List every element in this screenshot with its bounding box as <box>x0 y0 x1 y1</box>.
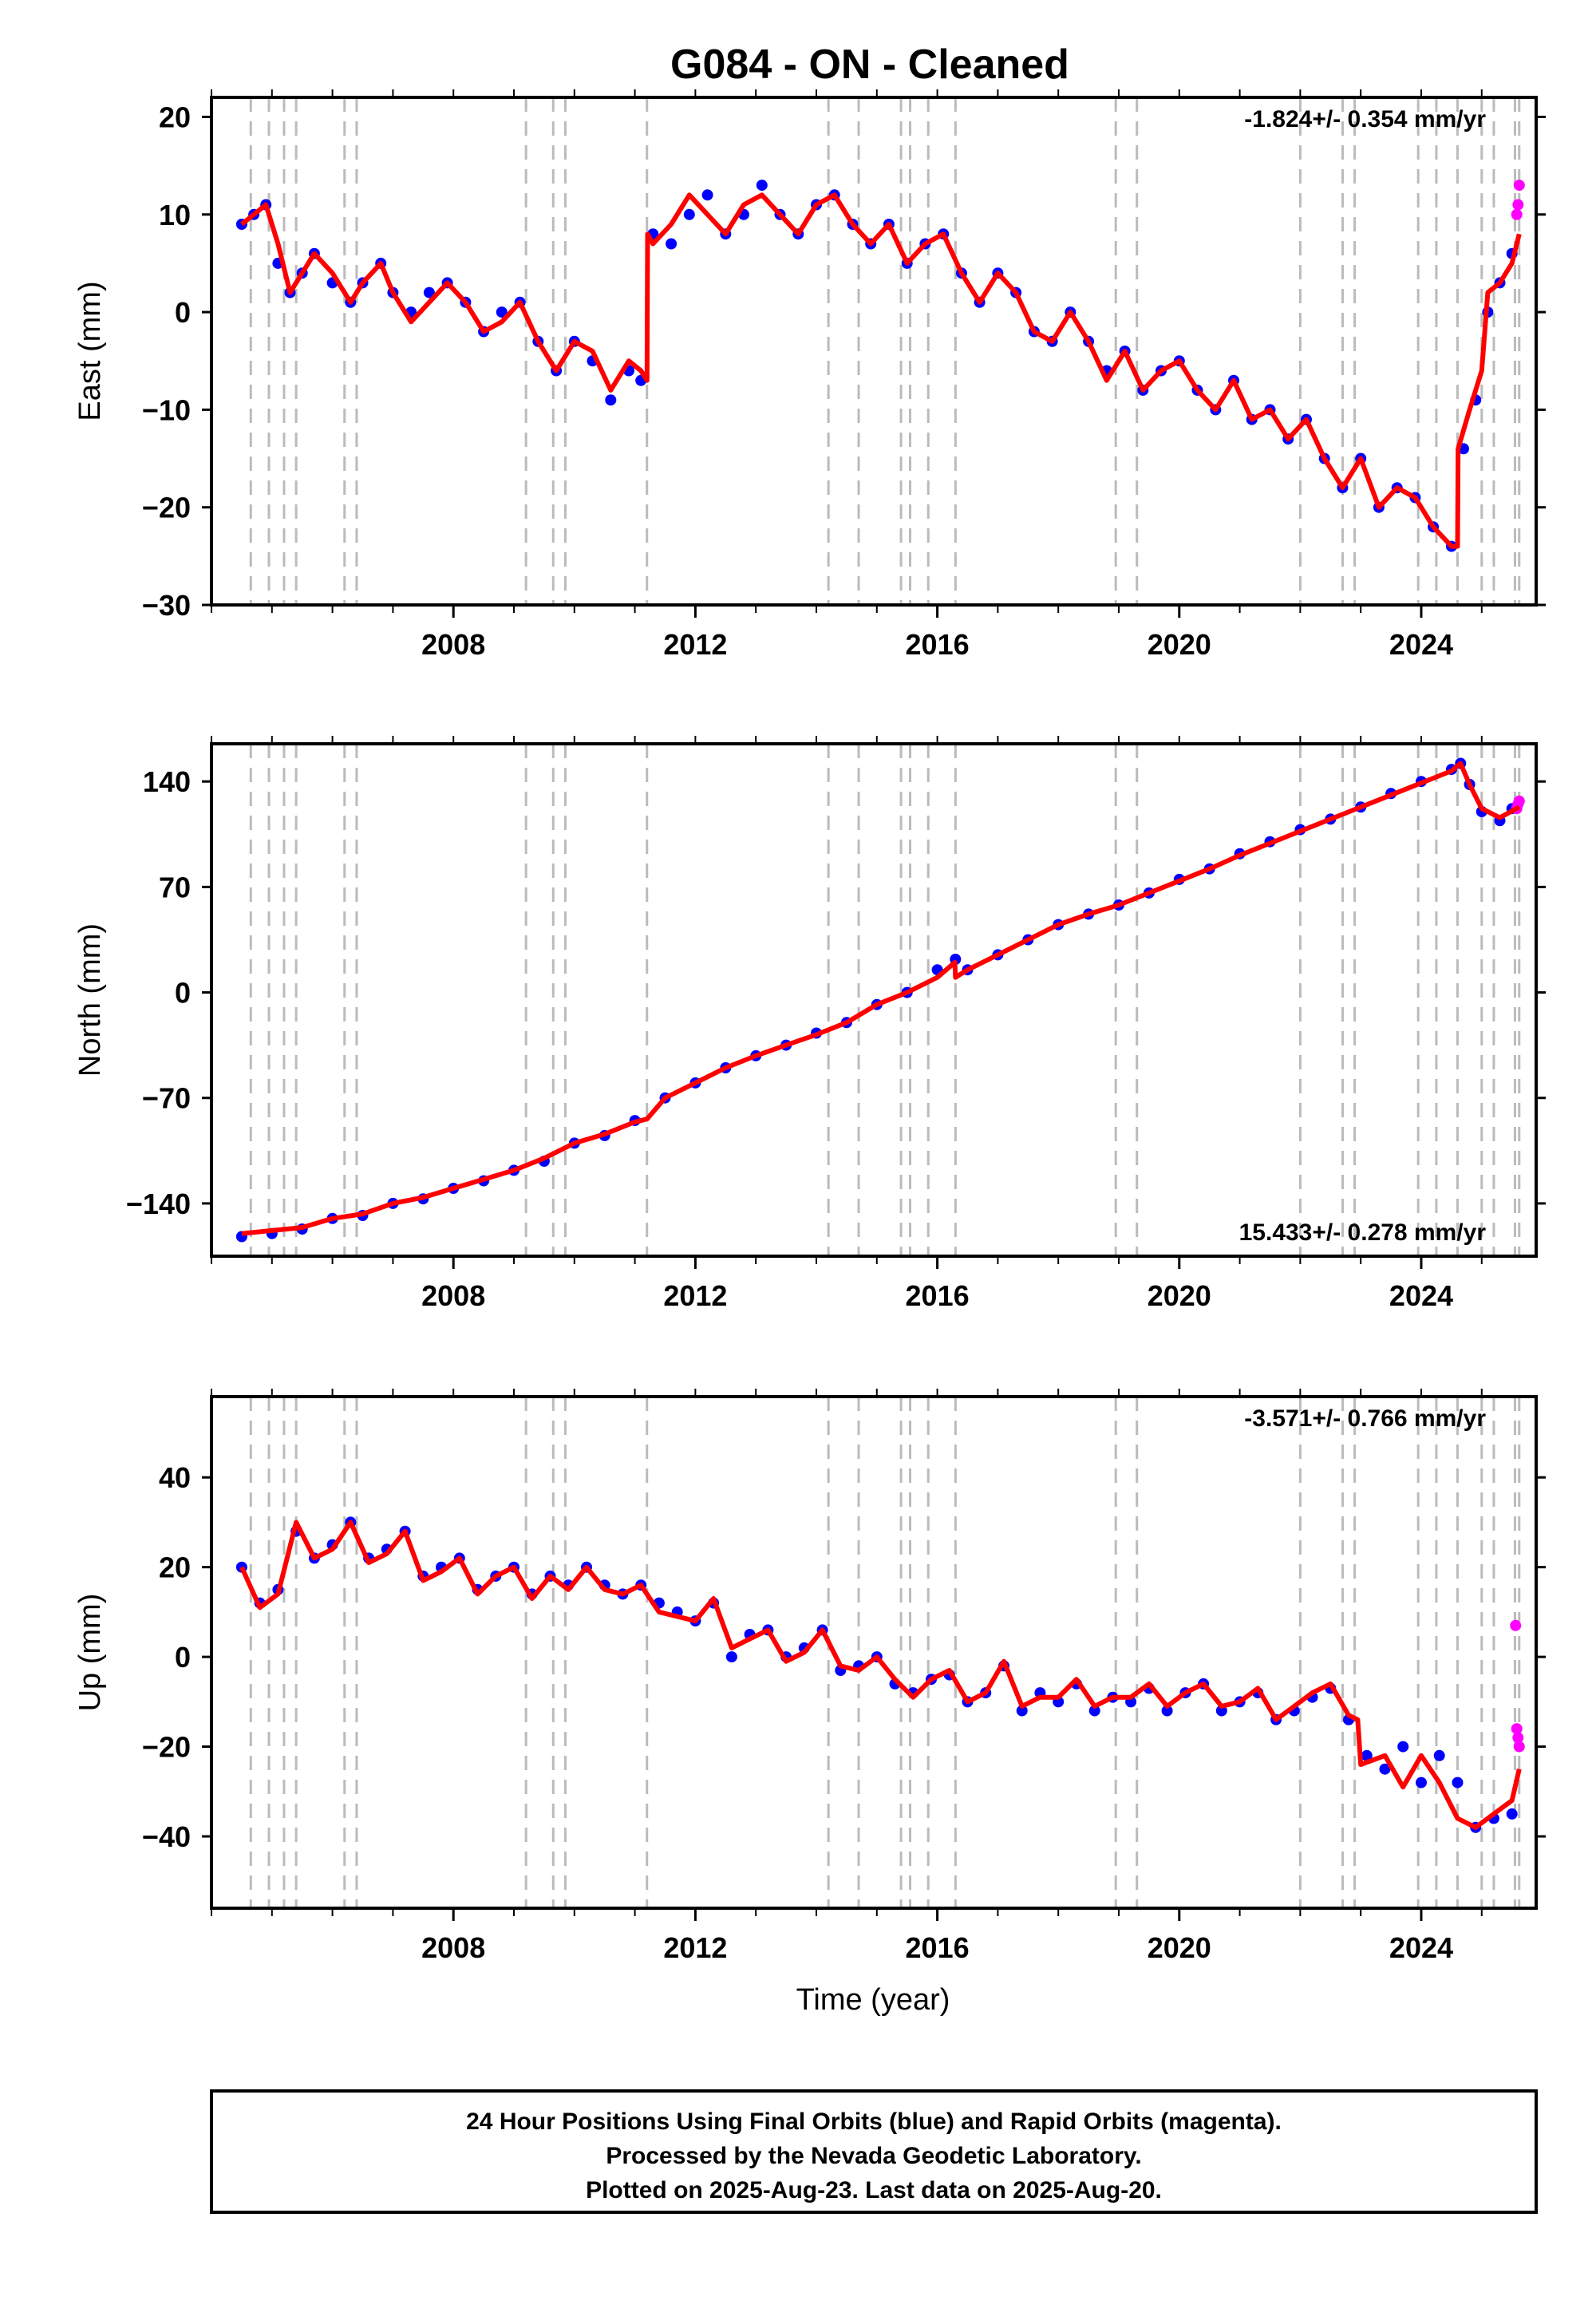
up-data-point <box>1510 1619 1522 1631</box>
up-plot-frame <box>210 1395 1538 1910</box>
east-y-tick-label: −30 <box>142 589 191 622</box>
footer-box <box>210 2089 1538 2214</box>
footer-line-2: Processed by the Nevada Geodetic Laborat… <box>606 2143 1141 2169</box>
up-rate-label: -3.571+/- 0.766 mm/yr <box>1244 1405 1486 1432</box>
up-y-tick-label: 40 <box>159 1461 191 1494</box>
east-axis-ticks: −30 −20 −10 0 10 20 2008 2012 2016 2020 2024 <box>142 89 1546 661</box>
up-data-point <box>725 1651 737 1663</box>
up-data-point <box>1511 1723 1523 1735</box>
north-plot-frame <box>210 742 1538 1258</box>
up-data-marks <box>235 1516 1525 1833</box>
east-y-tick-label: −20 <box>142 492 191 524</box>
footer-line-1: 24 Hour Positions Using Final Orbits (bl… <box>466 2109 1282 2135</box>
east-data-marks <box>235 180 1525 552</box>
up-x-tick-label: 2012 <box>663 1931 727 1964</box>
east-panel: −30 −20 −10 0 10 20 2008 2012 2016 2020 2024 East … <box>73 89 1546 661</box>
east-data-point <box>701 189 713 201</box>
east-data-point <box>666 238 678 250</box>
up-data-point <box>1088 1705 1100 1717</box>
north-x-tick-label: 2024 <box>1389 1279 1453 1312</box>
east-data-point <box>423 287 435 298</box>
east-data-point <box>1511 208 1523 220</box>
up-model-line <box>239 1520 1522 1830</box>
north-y-tick-label: −70 <box>142 1082 191 1115</box>
up-data-point <box>1416 1777 1427 1788</box>
north-event-lines <box>249 744 1521 1256</box>
up-x-tick-label: 2008 <box>421 1931 485 1964</box>
north-data-point <box>1513 795 1525 807</box>
east-x-tick-label: 2024 <box>1389 628 1453 661</box>
east-event-lines <box>249 97 1521 605</box>
north-x-tick-label: 2016 <box>906 1279 970 1312</box>
up-x-tick-label: 2016 <box>906 1931 970 1964</box>
up-y-tick-label: 0 <box>175 1641 191 1674</box>
north-y-axis-label: North (mm) <box>73 923 107 1077</box>
up-data-point <box>1397 1741 1409 1753</box>
north-y-tick-label: 0 <box>175 977 191 1010</box>
up-event-lines <box>249 1397 1521 1908</box>
north-axis-ticks: −140 −70 0 70 140 2008 2012 2016 2020 2024 <box>126 736 1546 1312</box>
north-panel: −140 −70 0 70 140 2008 2012 2016 2020 2024 North … <box>73 736 1546 1312</box>
north-x-tick-label: 2008 <box>421 1279 485 1312</box>
east-plot-frame <box>210 96 1538 607</box>
footer-line-3: Plotted on 2025-Aug-23. Last data on 202… <box>586 2177 1162 2203</box>
east-y-tick-label: 20 <box>159 101 191 133</box>
north-y-tick-label: −140 <box>126 1188 191 1220</box>
up-axis-ticks: −40 −20 0 20 40 2008 2012 2016 2020 2024 <box>142 1389 1546 1964</box>
up-y-tick-label: −40 <box>142 1820 191 1853</box>
up-data-point <box>1016 1705 1028 1717</box>
east-data-point <box>1513 180 1525 192</box>
north-data-marks <box>235 757 1525 1243</box>
east-y-axis-label: East (mm) <box>73 281 107 421</box>
north-model-line <box>241 761 1521 1236</box>
east-x-tick-label: 2016 <box>906 628 970 661</box>
east-x-tick-label: 2020 <box>1148 628 1211 661</box>
east-data-point <box>756 180 768 192</box>
up-data-point <box>1452 1777 1464 1788</box>
chart-title: G084 - ON - Cleaned <box>670 41 1069 88</box>
north-y-tick-label: 140 <box>143 765 191 798</box>
north-x-tick-label: 2012 <box>663 1279 727 1312</box>
up-data-point <box>1161 1705 1173 1717</box>
up-data-point <box>1361 1749 1373 1761</box>
up-x-tick-label: 2020 <box>1148 1931 1211 1964</box>
east-rate-label: -1.824+/- 0.354 mm/yr <box>1244 106 1486 132</box>
east-y-tick-label: 10 <box>159 199 191 231</box>
north-y-tick-label: 70 <box>159 871 191 903</box>
up-data-point <box>1513 1741 1525 1753</box>
north-x-tick-label: 2020 <box>1148 1279 1211 1312</box>
up-data-point <box>1512 1732 1524 1744</box>
east-data-point <box>1512 199 1524 211</box>
east-model-line <box>240 192 1522 549</box>
north-rate-label: 15.433+/- 0.278 mm/yr <box>1239 1219 1487 1246</box>
up-y-axis-label: Up (mm) <box>73 1594 107 1712</box>
up-data-point <box>1506 1808 1518 1820</box>
east-data-point <box>496 306 508 318</box>
east-y-tick-label: 0 <box>175 296 191 329</box>
east-data-point <box>605 394 617 406</box>
east-x-tick-label: 2012 <box>663 628 727 661</box>
up-data-point <box>1379 1763 1391 1775</box>
east-x-tick-label: 2008 <box>421 628 485 661</box>
x-axis-label: Time (year) <box>796 1983 950 2017</box>
up-x-tick-label: 2024 <box>1389 1931 1453 1964</box>
up-y-tick-label: 20 <box>159 1551 191 1584</box>
east-data-point <box>683 208 695 220</box>
east-y-tick-label: −10 <box>142 393 191 426</box>
up-data-point <box>1433 1749 1445 1761</box>
up-y-tick-label: −20 <box>142 1731 191 1764</box>
